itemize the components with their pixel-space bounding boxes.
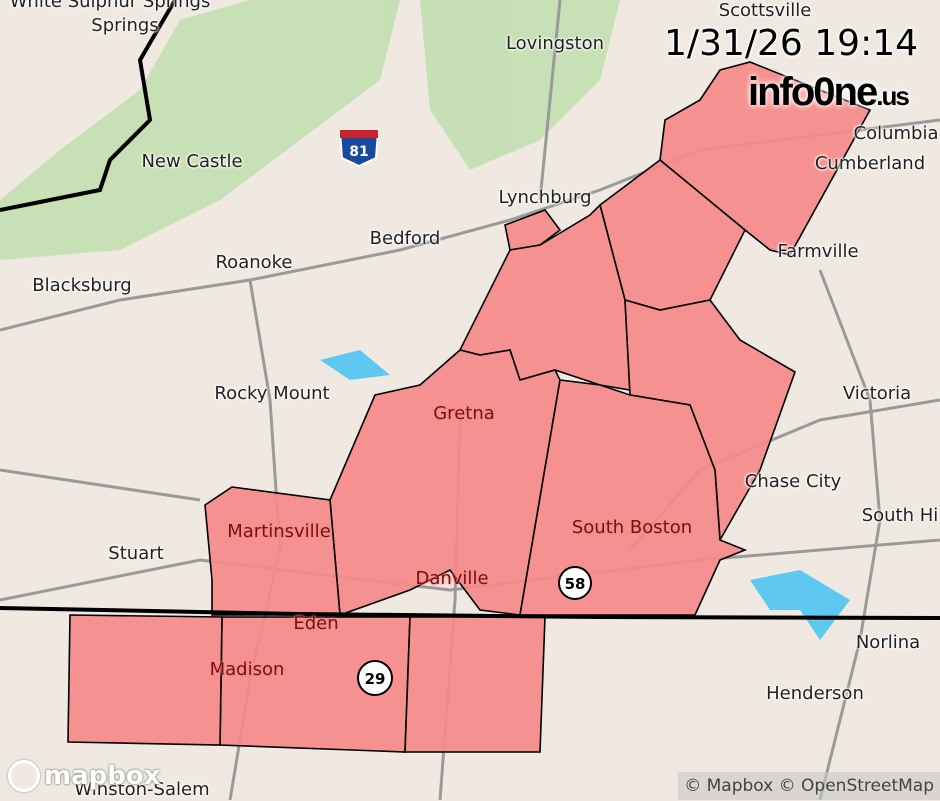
terrain-forest xyxy=(0,0,620,260)
place-label: Martinsville xyxy=(227,521,331,542)
us-29-shield: 29 xyxy=(357,660,393,696)
place-label: Stuart xyxy=(108,543,164,564)
place-label: Chase City xyxy=(744,471,842,492)
place-label: Eden xyxy=(293,613,339,634)
map-attribution[interactable]: © Mapbox © OpenStreetMap xyxy=(678,772,940,800)
place-label: Norlina xyxy=(855,632,921,653)
alert-area[interactable] xyxy=(67,61,872,753)
place-label: Cumberland xyxy=(814,153,926,174)
place-label: Victoria xyxy=(842,383,912,404)
state-borders xyxy=(0,0,940,620)
county-stokes xyxy=(67,614,223,746)
us-29-number: 29 xyxy=(365,670,386,688)
county-henry xyxy=(204,486,341,616)
place-label: Henderson xyxy=(766,683,864,704)
water xyxy=(320,350,850,640)
place-label: New Castle xyxy=(141,151,243,172)
place-label: Farmville xyxy=(777,241,859,262)
place-label: South Hill xyxy=(861,505,940,526)
interstate-81-number: 81 xyxy=(349,144,368,160)
place-label: Winston-Salem xyxy=(74,779,210,800)
shields: 81 58 29 xyxy=(338,130,592,696)
place-label: Bedford xyxy=(369,228,441,249)
place-label: Springs xyxy=(91,15,159,36)
county-buckingham xyxy=(659,61,872,256)
place-label: White Sulphur Springs xyxy=(9,0,211,12)
county-halifax xyxy=(519,379,748,616)
county-lynchburg xyxy=(504,209,562,251)
us-58-number: 58 xyxy=(565,575,586,593)
infoone-logo: info0ne.us xyxy=(748,70,910,114)
place-label: Roanoke xyxy=(215,252,293,273)
place-label: Rocky Mount xyxy=(214,383,330,404)
place-label: Danville xyxy=(415,568,489,589)
mapbox-wordmark: mapbox xyxy=(44,761,161,791)
place-label: Scottsville xyxy=(718,0,812,21)
place-label: Blacksburg xyxy=(32,275,132,296)
mapbox-logo[interactable]: mapbox xyxy=(8,760,161,792)
interstate-81-shield: 81 xyxy=(338,130,380,168)
place-label: Columbia xyxy=(853,123,939,144)
logo-main: info0ne xyxy=(748,70,878,114)
place-label: Lynchburg xyxy=(498,187,592,208)
place-label: South Boston xyxy=(571,517,693,538)
mapbox-icon xyxy=(8,760,40,792)
us-58-shield: 58 xyxy=(558,566,592,600)
county-caswell xyxy=(404,616,546,753)
place-label: Lovingston xyxy=(505,33,605,54)
place-label: Madison xyxy=(209,659,285,680)
timestamp: 1/31/26 19:14 xyxy=(664,23,918,64)
logo-tld: .us xyxy=(876,81,910,111)
place-label: Gretna xyxy=(433,403,495,424)
